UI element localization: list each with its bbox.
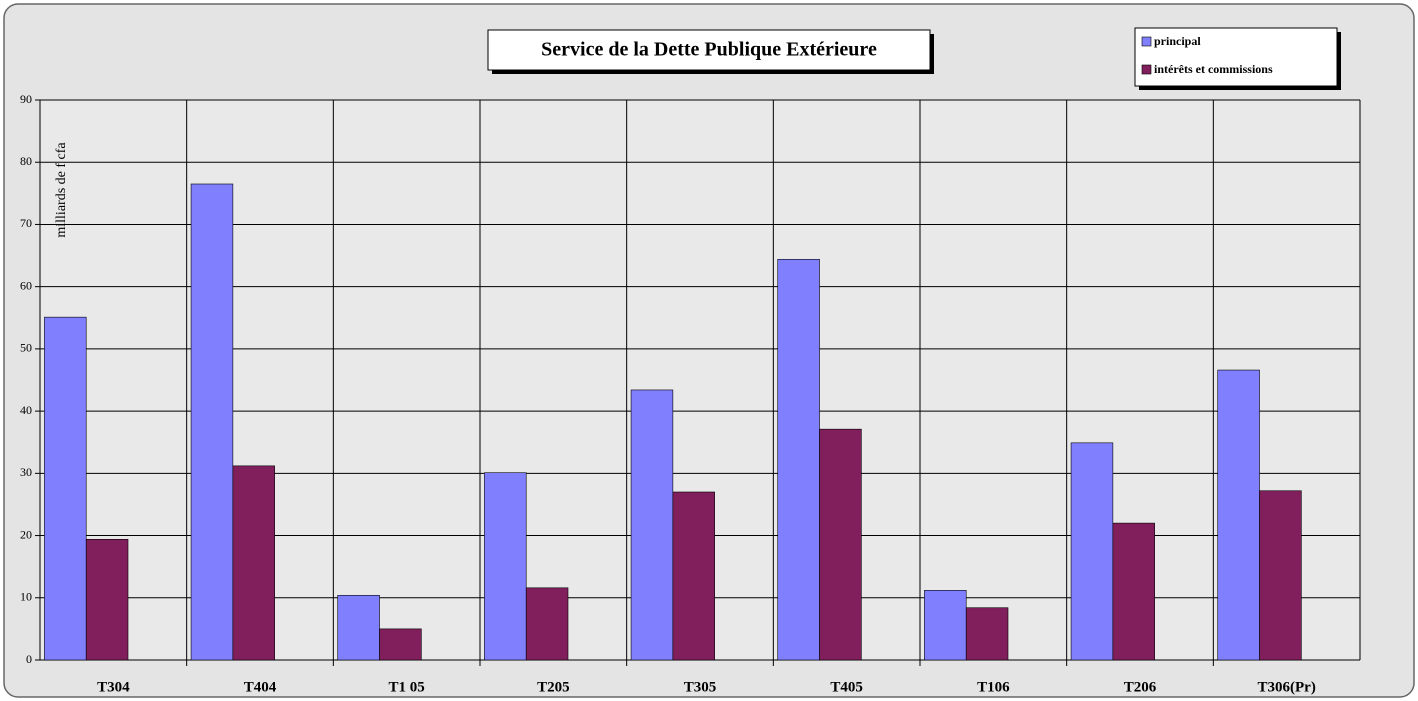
y-axis-label: milliards de f cfa [54, 142, 69, 238]
legend-swatch [1141, 64, 1152, 75]
legend-label: intérêts et commissions [1154, 62, 1273, 76]
y-tick-label: 0 [26, 652, 32, 666]
x-tick-label: T305 [684, 679, 717, 695]
x-tick-label: T106 [977, 679, 1010, 695]
x-tick-label: T205 [537, 679, 570, 695]
bar [337, 594, 380, 661]
y-tick-label: 30 [20, 465, 32, 479]
bar [965, 607, 1009, 661]
bar [85, 538, 129, 661]
bar [44, 316, 87, 661]
bar [1112, 522, 1155, 661]
bar [1259, 490, 1302, 661]
y-tick-label: 60 [20, 278, 32, 292]
x-tick-label: T404 [244, 679, 277, 695]
y-tick-label: 90 [20, 92, 32, 106]
y-tick-label: 40 [20, 403, 32, 417]
x-tick-label: T306(Pr) [1258, 679, 1316, 695]
bar [232, 465, 275, 661]
legend-label: principal [1154, 34, 1201, 48]
bar [672, 491, 715, 661]
chart-title: Service de la Dette Publique Extérieure [541, 39, 877, 61]
bar [379, 628, 422, 661]
bar [924, 590, 967, 661]
y-tick-label: 80 [20, 154, 32, 168]
bar [190, 183, 234, 661]
y-tick-label: 20 [20, 527, 32, 541]
bar [1070, 442, 1114, 661]
x-tick-label: T1 05 [389, 679, 425, 695]
bar [777, 258, 820, 661]
bar [630, 389, 674, 661]
y-tick-label: 70 [20, 216, 32, 230]
x-tick-label: T304 [97, 679, 130, 695]
y-tick-label: 10 [20, 590, 32, 604]
bar [819, 428, 862, 661]
legend-swatch [1141, 36, 1152, 47]
legend-box [1134, 27, 1338, 87]
y-tick-label: 50 [20, 341, 32, 355]
bar [1217, 369, 1260, 661]
bar [525, 587, 569, 661]
x-tick-label: T206 [1124, 679, 1157, 695]
title-box [487, 29, 931, 71]
x-tick-label: T405 [830, 679, 863, 695]
bar [484, 472, 527, 661]
